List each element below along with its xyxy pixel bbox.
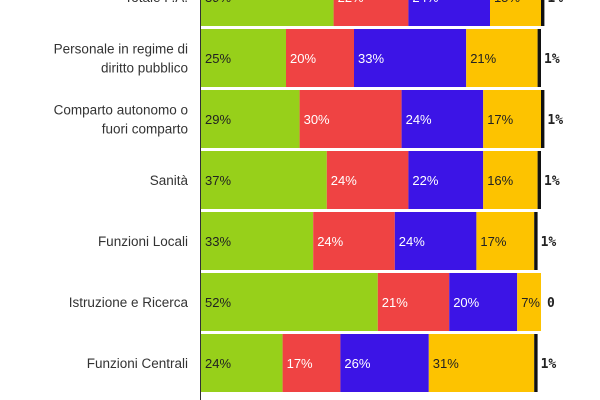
bar-segment-red bbox=[286, 29, 354, 87]
category-label: Funzioni Locali bbox=[98, 234, 188, 249]
bars-layer bbox=[201, 0, 545, 392]
segment-value-label: 17% bbox=[487, 112, 513, 127]
segment-value-label: 20% bbox=[453, 295, 479, 310]
bar-segment-red bbox=[377, 273, 450, 331]
bar-segment-blue bbox=[340, 334, 429, 392]
segment-value-label: 37% bbox=[205, 173, 231, 188]
segment-value-label: 24% bbox=[205, 356, 231, 371]
category-label-line: diritto pubblico bbox=[101, 61, 188, 76]
segment-value-label: 33% bbox=[205, 234, 231, 249]
bar-segment-yellow bbox=[483, 90, 541, 148]
segment-value-label: 33% bbox=[358, 51, 384, 66]
bar-segment-blue bbox=[354, 29, 467, 87]
segment-value-label: 25% bbox=[205, 51, 231, 66]
labels-layer: Totale P.A. 39% 22% 24% 15% 1% Personale in re… bbox=[54, 0, 564, 372]
bar-segment-yellow bbox=[517, 273, 541, 331]
category-label-line: Funzioni Locali bbox=[98, 234, 188, 249]
category-label-line: fuori comparto bbox=[102, 122, 188, 137]
bar-segment-red bbox=[326, 151, 409, 209]
bar-segment-remainder bbox=[534, 212, 538, 270]
bar-segment-green bbox=[201, 212, 314, 270]
remainder-value-label: 1% bbox=[544, 174, 560, 189]
segment-value-label: 21% bbox=[470, 51, 496, 66]
category-label-line: Comparto autonomo o bbox=[54, 103, 188, 118]
segment-value-label: 26% bbox=[344, 356, 370, 371]
segment-value-label: 52% bbox=[205, 295, 231, 310]
bar-segment-yellow bbox=[466, 29, 538, 87]
bar-segment-blue bbox=[408, 151, 484, 209]
bar-segment-remainder bbox=[541, 0, 545, 26]
segment-value-label: 24% bbox=[317, 234, 343, 249]
segment-value-label: 21% bbox=[382, 295, 408, 310]
remainder-value-label: 1% bbox=[541, 357, 557, 372]
category-label: Funzioni Centrali bbox=[87, 356, 188, 371]
segment-value-label: 39% bbox=[205, 0, 231, 5]
bar-segment-remainder bbox=[537, 151, 541, 209]
segment-value-label: 20% bbox=[290, 51, 316, 66]
bar-segment-green bbox=[201, 334, 283, 392]
segment-value-label: 24% bbox=[412, 0, 438, 5]
bar-segment-yellow bbox=[476, 212, 535, 270]
bar-segment-red bbox=[299, 90, 402, 148]
segment-value-label: 24% bbox=[331, 173, 357, 188]
bar-segment-remainder bbox=[534, 334, 538, 392]
category-label-line: Funzioni Centrali bbox=[87, 356, 188, 371]
category-label-line: Istruzione e Ricerca bbox=[69, 295, 189, 310]
bar-segment-red bbox=[313, 212, 395, 270]
segment-value-label: 16% bbox=[487, 173, 513, 188]
segment-value-label: 29% bbox=[205, 112, 231, 127]
bar-segment-green bbox=[201, 90, 300, 148]
segment-value-label: 7% bbox=[521, 295, 540, 310]
segment-value-label: 30% bbox=[304, 112, 330, 127]
bar-segment-green bbox=[201, 151, 327, 209]
bar-segment-remainder bbox=[541, 90, 545, 148]
bar-segment-green bbox=[201, 29, 286, 87]
segment-value-label: 22% bbox=[338, 0, 364, 5]
category-label-line: Totale P.A. bbox=[124, 0, 188, 5]
segment-value-label: 24% bbox=[399, 234, 425, 249]
bar-segment-blue bbox=[394, 212, 477, 270]
category-label-line: Sanità bbox=[150, 173, 189, 188]
remainder-value-label: 1% bbox=[544, 52, 560, 67]
category-label: Totale P.A. bbox=[124, 0, 188, 5]
remainder-value-label: 1% bbox=[541, 235, 557, 250]
segment-value-label: 24% bbox=[406, 112, 432, 127]
bar-segment-blue bbox=[408, 0, 490, 26]
category-label: Sanità bbox=[150, 173, 189, 188]
bar-segment-red bbox=[333, 0, 409, 26]
remainder-value-label: 1% bbox=[547, 0, 563, 6]
bar-segment-blue bbox=[449, 273, 518, 331]
segment-value-label: 17% bbox=[287, 356, 313, 371]
bar-segment-yellow bbox=[483, 151, 538, 209]
category-label-line: Personale in regime di bbox=[54, 42, 188, 57]
segment-value-label: 15% bbox=[494, 0, 520, 5]
bar-segment-blue bbox=[401, 90, 484, 148]
remainder-value-label: 1% bbox=[547, 113, 563, 128]
bar-segment-red bbox=[282, 334, 341, 392]
category-label: Comparto autonomo o fuori comparto bbox=[54, 103, 188, 137]
segment-value-label: 17% bbox=[480, 234, 506, 249]
category-label: Personale in regime di diritto pubblico bbox=[54, 42, 188, 76]
segment-value-label: 31% bbox=[433, 356, 459, 371]
bar-segment-yellow bbox=[490, 0, 541, 26]
bar-segment-green bbox=[201, 273, 378, 331]
bar-segment-yellow bbox=[428, 334, 535, 392]
bar-segment-remainder bbox=[537, 29, 541, 87]
bar-segment-green bbox=[201, 0, 334, 26]
category-label: Istruzione e Ricerca bbox=[69, 295, 189, 310]
segment-value-label: 22% bbox=[412, 173, 438, 188]
remainder-value-label: 0 bbox=[547, 296, 555, 311]
